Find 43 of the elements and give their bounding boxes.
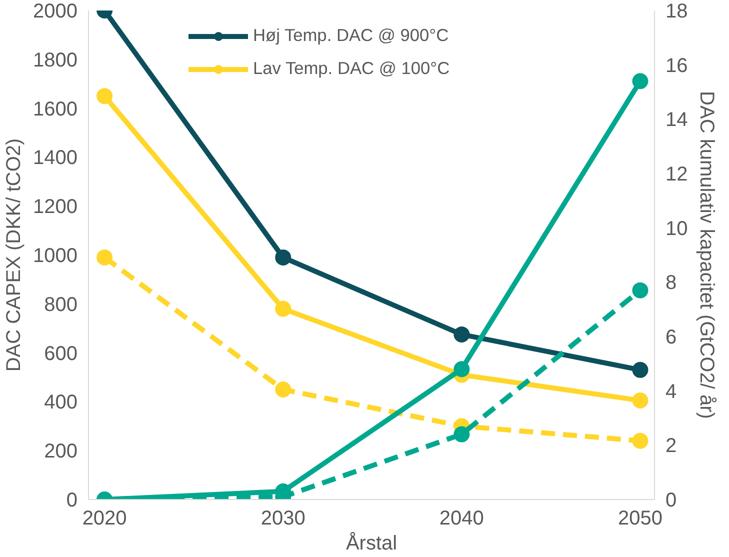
- x-tick-label: 2020: [82, 508, 127, 530]
- point: [96, 88, 113, 104]
- point: [275, 381, 292, 398]
- point: [275, 300, 292, 317]
- y-tick-label: 1800: [33, 49, 78, 72]
- legend-label: Høj Temp. DAC @ 900°C: [253, 25, 449, 46]
- point: [275, 249, 292, 266]
- y-tick-label: 400: [44, 392, 78, 414]
- y-tick-label: 1600: [33, 98, 78, 120]
- y-tick-label: 600: [44, 342, 78, 365]
- point: [632, 392, 648, 408]
- x-tick-label: 2040: [439, 508, 484, 530]
- y2-tick-label: 4: [666, 380, 677, 403]
- point: [632, 73, 648, 90]
- point: [454, 361, 470, 378]
- y-tick-label: 1200: [33, 196, 78, 218]
- y2-tick-label: 14: [666, 109, 688, 132]
- y-tick-label: 0: [66, 490, 78, 512]
- y2-axis-title: DAC kumulativ kapacitet (GtCO2/ år): [696, 91, 718, 419]
- y2-tick-label: 12: [666, 164, 688, 186]
- y-tick-label: 200: [44, 440, 78, 463]
- x-tick-label: 2030: [260, 508, 306, 530]
- y2-tick-label: 0: [666, 490, 677, 512]
- y-tick-label: 1000: [33, 245, 78, 267]
- point: [632, 362, 648, 378]
- point: [454, 326, 470, 342]
- y-tick-label: 800: [44, 294, 78, 316]
- y2-tick-label: 8: [666, 272, 677, 294]
- x-axis-title: Årstal: [346, 532, 398, 554]
- x-tick-label: 2050: [618, 508, 662, 530]
- legend-label: Lav Temp. DAC @ 100°C: [253, 58, 450, 79]
- y2-tick-label: 18: [666, 0, 688, 22]
- y-axis-title: DAC CAPEX (DKK/ tCO2): [3, 138, 26, 372]
- point: [632, 282, 648, 298]
- point: [96, 249, 113, 266]
- y-tick-label: 1400: [33, 147, 78, 170]
- y-tick-label: 2000: [33, 0, 78, 22]
- y2-tick-label: 2: [666, 435, 677, 458]
- y2-tick-label: 10: [666, 218, 688, 240]
- point: [454, 426, 470, 442]
- point: [632, 432, 648, 449]
- y2-tick-label: 6: [666, 326, 677, 348]
- y2-tick-label: 16: [666, 54, 688, 77]
